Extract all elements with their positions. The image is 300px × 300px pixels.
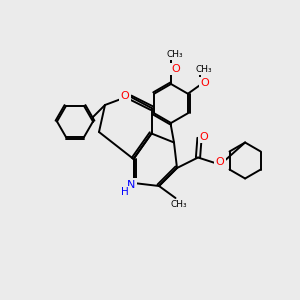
Text: O: O — [201, 78, 209, 88]
Text: O: O — [121, 91, 130, 101]
Text: N: N — [127, 179, 135, 190]
Text: H: H — [121, 187, 129, 197]
Text: O: O — [171, 64, 180, 74]
Text: CH₃: CH₃ — [196, 64, 212, 74]
Text: O: O — [216, 157, 225, 167]
Text: CH₃: CH₃ — [166, 50, 183, 59]
Text: O: O — [200, 131, 208, 142]
Text: CH₃: CH₃ — [171, 200, 188, 209]
